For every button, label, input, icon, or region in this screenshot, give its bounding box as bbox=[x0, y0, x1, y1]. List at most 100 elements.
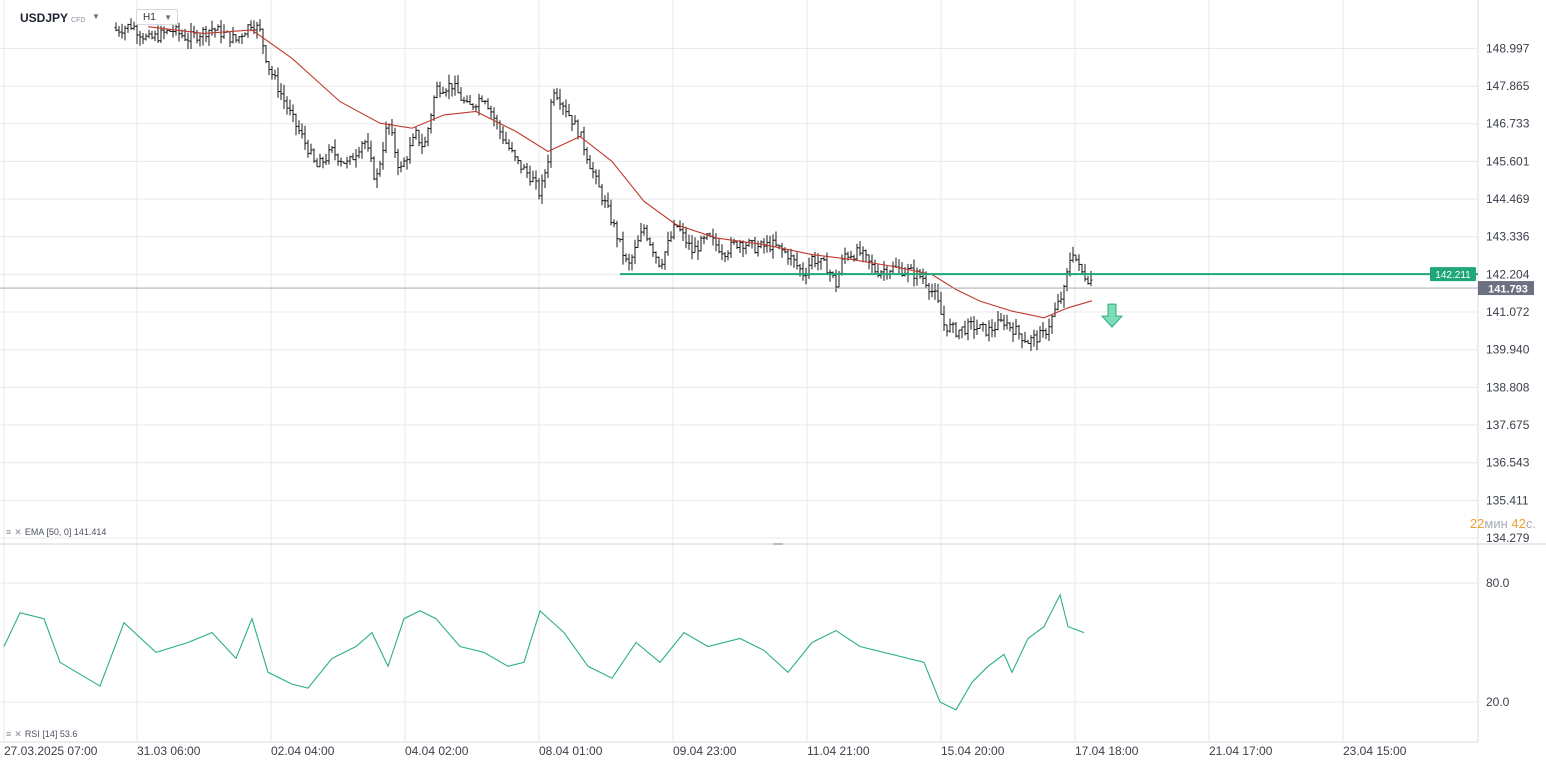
candle bbox=[357, 146, 361, 159]
candle bbox=[732, 238, 736, 245]
candle bbox=[744, 241, 748, 255]
candle bbox=[921, 268, 925, 284]
candle bbox=[1014, 318, 1018, 335]
candle bbox=[1071, 246, 1075, 263]
symbol-label[interactable]: USDJPY CFD bbox=[20, 11, 85, 25]
candle bbox=[237, 36, 241, 44]
candle bbox=[558, 88, 562, 110]
candle bbox=[567, 103, 571, 117]
close-icon[interactable]: ✕ bbox=[14, 527, 22, 537]
candle bbox=[465, 95, 469, 103]
countdown-seconds: 42 bbox=[1511, 516, 1526, 531]
candle bbox=[492, 107, 496, 127]
candle bbox=[294, 113, 298, 136]
candle bbox=[945, 324, 949, 337]
candle bbox=[696, 240, 700, 261]
candle bbox=[258, 19, 262, 32]
candle bbox=[270, 65, 274, 80]
ema-indicator-label[interactable]: ≡ ✕ EMA [50, 0] 141.414 bbox=[6, 527, 106, 538]
candle bbox=[447, 74, 451, 100]
candle bbox=[801, 262, 805, 281]
candle bbox=[645, 224, 649, 242]
ema-line bbox=[147, 26, 1093, 319]
candle bbox=[291, 104, 295, 123]
candle bbox=[366, 133, 370, 152]
candle bbox=[936, 283, 940, 304]
price-tick-label: 137.675 bbox=[1486, 418, 1530, 432]
menu-icon[interactable]: ≡ bbox=[6, 729, 12, 739]
candle bbox=[816, 253, 820, 271]
candle bbox=[1086, 275, 1090, 285]
candle bbox=[906, 263, 910, 283]
candle bbox=[504, 131, 508, 145]
candle bbox=[1026, 339, 1030, 344]
time-tick-label: 17.04 18:00 bbox=[1075, 744, 1139, 758]
candle bbox=[864, 249, 868, 262]
candle bbox=[186, 32, 190, 50]
candle bbox=[360, 141, 364, 159]
candle bbox=[975, 319, 979, 336]
candle bbox=[723, 251, 727, 263]
candle bbox=[1038, 326, 1042, 343]
candle bbox=[285, 96, 289, 115]
candle bbox=[591, 162, 595, 179]
candle bbox=[840, 254, 844, 276]
candle bbox=[477, 93, 481, 116]
candle bbox=[870, 254, 874, 274]
candle bbox=[327, 144, 331, 165]
candle bbox=[966, 318, 970, 341]
candle bbox=[933, 283, 937, 300]
candle bbox=[786, 249, 790, 265]
candle bbox=[573, 115, 577, 125]
candle bbox=[1017, 324, 1021, 340]
candle bbox=[615, 220, 619, 248]
candle bbox=[687, 234, 691, 251]
candle bbox=[1074, 254, 1078, 262]
candle bbox=[117, 26, 121, 37]
candle bbox=[630, 254, 634, 271]
candle bbox=[669, 231, 673, 242]
candle bbox=[954, 321, 958, 338]
candle bbox=[750, 239, 754, 249]
rsi-params: [14] bbox=[42, 729, 58, 739]
time-tick-label: 23.04 15:00 bbox=[1343, 744, 1407, 758]
candle bbox=[843, 247, 847, 265]
candle bbox=[345, 156, 349, 169]
ema-value: 141.414 bbox=[73, 527, 107, 537]
rsi-line bbox=[3, 593, 1085, 711]
menu-icon[interactable]: ≡ bbox=[6, 527, 12, 537]
price-tick-label: 145.601 bbox=[1486, 154, 1530, 168]
timeframe-value: H1 bbox=[143, 12, 156, 23]
candle bbox=[606, 192, 610, 209]
candle bbox=[1002, 314, 1006, 331]
candle bbox=[756, 240, 760, 257]
symbol-dropdown-icon[interactable]: ▼ bbox=[92, 12, 100, 21]
candle bbox=[546, 154, 550, 179]
candle bbox=[528, 165, 532, 186]
instrument-type: CFD bbox=[71, 17, 86, 24]
rsi-indicator-label[interactable]: ≡ ✕ RSI [14] 53.6 bbox=[6, 729, 77, 740]
candle bbox=[1008, 322, 1012, 332]
candle bbox=[534, 170, 538, 190]
candle bbox=[1065, 268, 1069, 292]
candle bbox=[414, 127, 418, 140]
price-tick-label: 147.865 bbox=[1486, 79, 1530, 93]
timeframe-select[interactable]: H1 ▼ bbox=[136, 9, 178, 25]
candle bbox=[738, 239, 742, 254]
candle bbox=[957, 329, 961, 340]
candle bbox=[138, 30, 142, 46]
candle bbox=[318, 153, 322, 168]
current-price-label: 141.793 bbox=[1488, 284, 1528, 296]
candle bbox=[372, 156, 376, 181]
close-icon[interactable]: ✕ bbox=[14, 729, 22, 739]
down-arrow-icon bbox=[1100, 303, 1124, 328]
candle bbox=[189, 23, 193, 50]
candle bbox=[216, 24, 220, 31]
candle bbox=[519, 160, 523, 174]
candle bbox=[960, 326, 964, 339]
candle bbox=[249, 20, 253, 32]
candle bbox=[1005, 314, 1009, 330]
candle bbox=[405, 156, 409, 170]
candle bbox=[639, 222, 643, 242]
